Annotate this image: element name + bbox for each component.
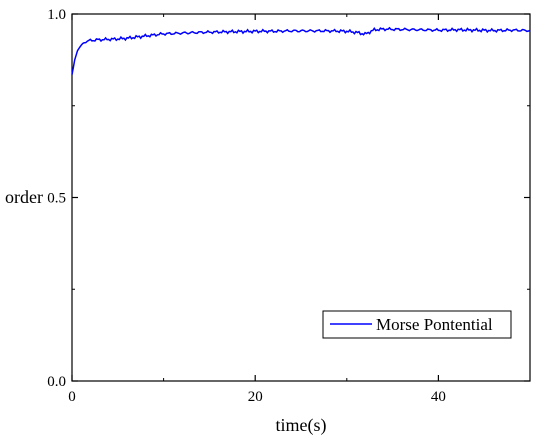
legend-label: Morse Pontential — [376, 315, 493, 334]
y-tick-label: 1.0 — [47, 7, 66, 23]
y-axis-ticks: 0.0 0.5 1.0 — [47, 7, 530, 390]
series-line-morse-pontential — [71, 26, 531, 75]
y-axis-label: order — [5, 187, 43, 207]
x-tick-label: 20 — [248, 389, 263, 405]
series-layer — [71, 26, 531, 75]
x-axis-ticks: 0 20 40 — [68, 14, 446, 405]
y-tick-label: 0.0 — [47, 374, 66, 390]
x-axis-label: time(s) — [276, 415, 327, 436]
y-tick-label: 0.5 — [47, 191, 66, 207]
x-tick-label: 0 — [68, 389, 76, 405]
legend: Morse Pontential — [322, 310, 512, 339]
x-tick-label: 40 — [431, 389, 446, 405]
